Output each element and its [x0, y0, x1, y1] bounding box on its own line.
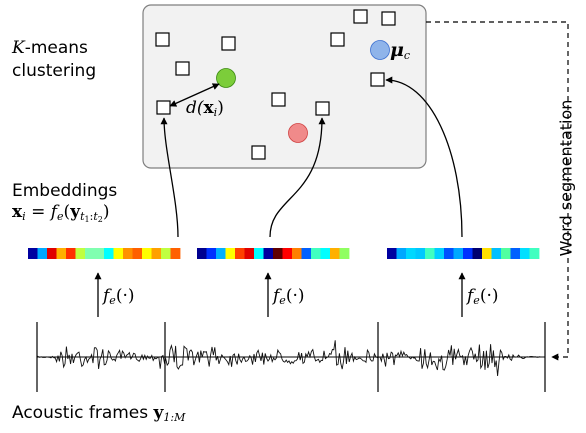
embedding-cell	[263, 248, 274, 259]
embedding-cell	[282, 248, 293, 259]
embedding-cell	[254, 248, 264, 259]
segment-boundaries	[36, 322, 546, 392]
embedding-cell	[387, 248, 397, 259]
mu-c-label: μc	[390, 39, 411, 62]
embedding-cell	[396, 248, 407, 259]
centroid-green-dot	[216, 68, 236, 88]
embedding-cell	[85, 248, 95, 259]
acoustic-frames-label: Acoustic frames y1:M	[12, 403, 186, 424]
embedding-cell	[151, 248, 162, 259]
square-marker	[353, 9, 368, 24]
square-marker	[221, 36, 236, 51]
curved-arrow-left	[160, 117, 179, 238]
embedding-cell	[482, 248, 492, 259]
embedding-cell	[37, 248, 48, 259]
embeddings-label: Embeddings	[12, 181, 118, 201]
embedding-cell	[529, 248, 540, 259]
embedding-cell	[415, 248, 426, 259]
embedding-vector	[387, 248, 540, 259]
square-marker	[271, 92, 286, 107]
square-marker	[175, 61, 190, 76]
embedding-cell	[491, 248, 502, 259]
embedding-cell	[75, 248, 86, 259]
square-marker	[370, 72, 385, 87]
embedding-cell	[244, 248, 255, 259]
word-segmentation-label: Word segmentation	[556, 99, 576, 257]
embedding-vectors	[28, 248, 540, 259]
fe-label-right: fe(·)	[467, 286, 499, 307]
embedding-cell	[425, 248, 435, 259]
embedding-cell	[66, 248, 76, 259]
centroid-blue-dot	[370, 40, 390, 60]
embedding-cell	[28, 248, 38, 259]
embedding-cell	[520, 248, 530, 259]
fe-label-middle: fe(·)	[273, 286, 305, 307]
embedding-cell	[225, 248, 236, 259]
kmeans-label-line2: clustering	[12, 61, 97, 81]
embedding-cell	[330, 248, 340, 259]
square-marker	[315, 101, 330, 116]
embedding-cell	[434, 248, 445, 259]
embedding-cell	[47, 248, 57, 259]
embedding-cell	[123, 248, 133, 259]
square-marker	[155, 32, 170, 47]
embedding-cell	[56, 248, 67, 259]
embedding-cell	[206, 248, 217, 259]
distance-label: d(xi)	[186, 98, 224, 119]
kmeans-label-line1: K-means	[12, 38, 88, 58]
embedding-cell	[104, 248, 114, 259]
centroid-red-dot	[288, 123, 308, 143]
curved-arrow-middle	[269, 117, 326, 238]
embedding-cell	[292, 248, 302, 259]
embedding-cell	[311, 248, 321, 259]
embedding-cell	[453, 248, 464, 259]
acoustic-waveform	[36, 340, 544, 376]
curved-arrow-right	[385, 76, 463, 238]
embedding-cell	[142, 248, 152, 259]
kmeans-clustering-box	[142, 4, 427, 169]
embedding-cell	[235, 248, 245, 259]
cluster-points	[155, 9, 396, 160]
embedding-vector	[28, 248, 181, 259]
embedding-cell	[320, 248, 331, 259]
embedding-cell	[472, 248, 483, 259]
embedding-vector	[197, 248, 350, 259]
embedding-cell	[113, 248, 124, 259]
embedding-cell	[339, 248, 350, 259]
embedding-cell	[301, 248, 312, 259]
square-marker	[330, 32, 345, 47]
embedding-cell	[170, 248, 181, 259]
square-marker	[381, 11, 396, 26]
embedding-cell	[406, 248, 416, 259]
distance-double-arrow	[169, 83, 220, 107]
fe-label-left: fe(·)	[103, 286, 135, 307]
embedding-cell	[501, 248, 511, 259]
embedding-cell	[161, 248, 171, 259]
square-marker	[156, 100, 171, 115]
embedding-cell	[510, 248, 521, 259]
embedding-cell	[216, 248, 226, 259]
square-marker	[251, 145, 266, 160]
word-segmentation-dashed-arrow	[426, 21, 569, 361]
embedding-cell	[463, 248, 473, 259]
embedding-equation: xi = fe(yt1:t2)	[12, 202, 110, 224]
embedding-cell	[273, 248, 283, 259]
embedding-cell	[197, 248, 207, 259]
embedding-cell	[94, 248, 105, 259]
embedding-cell	[444, 248, 454, 259]
embedding-cell	[132, 248, 143, 259]
